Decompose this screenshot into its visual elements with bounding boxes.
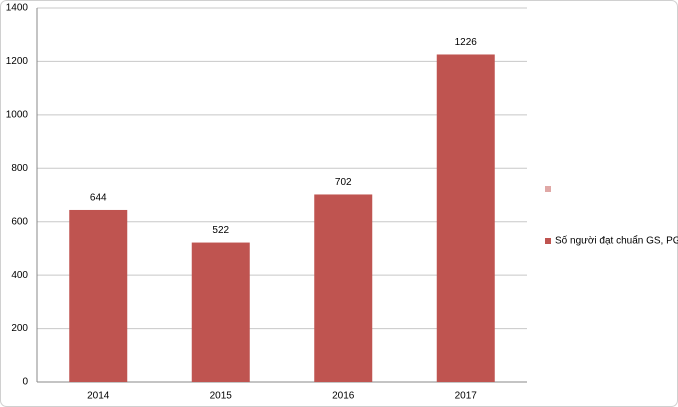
y-tick-label: 1000 <box>6 109 29 120</box>
bar <box>69 209 128 382</box>
x-tick-label: 2015 <box>210 391 233 402</box>
x-tick-label: 2017 <box>455 391 478 402</box>
legend-label: Số người đạt chuẩn GS, PGS <box>555 235 678 247</box>
value-label: 522 <box>212 225 229 236</box>
y-tick-label: 1400 <box>6 3 29 14</box>
y-tick-label: 600 <box>11 216 28 227</box>
bar <box>436 54 495 383</box>
value-label: 1226 <box>455 37 478 48</box>
y-tick-label: 400 <box>11 270 28 281</box>
y-tick-label: 1200 <box>6 56 29 67</box>
y-tick-label: 0 <box>22 377 28 388</box>
x-tick-label: 2014 <box>87 391 110 402</box>
y-tick-label: 200 <box>11 323 28 334</box>
y-tick-label: 800 <box>11 163 28 174</box>
value-label: 644 <box>90 193 107 204</box>
bar <box>314 194 373 382</box>
legend-swatch <box>545 238 551 244</box>
value-label: 702 <box>335 177 352 188</box>
x-tick-label: 2016 <box>332 391 355 402</box>
bar <box>191 242 250 382</box>
legend-swatch-blank <box>545 186 551 192</box>
